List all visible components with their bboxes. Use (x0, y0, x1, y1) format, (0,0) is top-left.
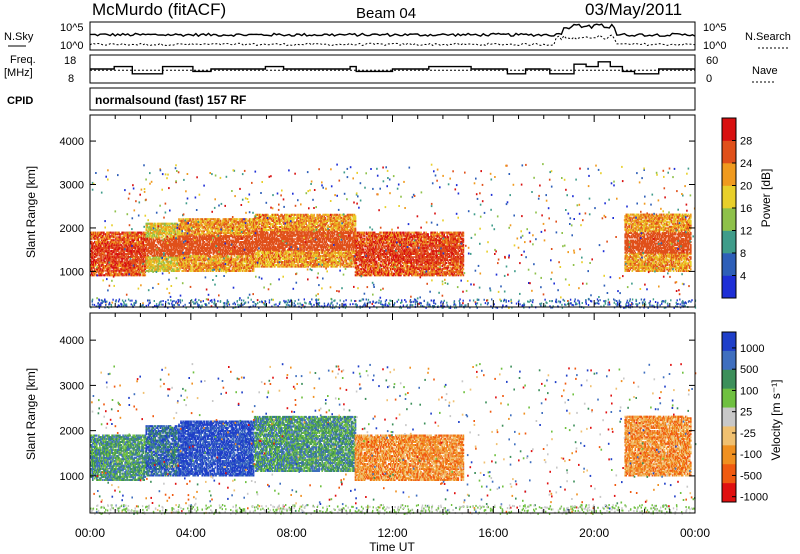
nsky-exp-bottom: 10^0 (60, 40, 84, 52)
beam-title: Beam 04 (356, 5, 416, 22)
station-title: McMurdo (fitACF) (92, 0, 226, 19)
nsearch-exp-bottom: 10^0 (703, 40, 727, 52)
power-echo-cell (155, 223, 157, 225)
power-echo-cell (107, 241, 109, 243)
date-title: 03/May/2011 (585, 0, 682, 19)
nsearch-label: N.Search (745, 31, 791, 43)
power-echo-cell (109, 235, 111, 237)
nave-label: Nave (752, 65, 778, 77)
nsearch-series (90, 35, 695, 46)
radar-summary-plot: McMurdo (fitACF) Beam 04 03/May/2011 N.S… (0, 0, 800, 554)
power-echo-layer (90, 163, 696, 309)
nave-tick-0: 0 (706, 73, 712, 85)
cpid-label: CPID (7, 95, 33, 107)
freq-tick-8: 8 (68, 73, 74, 85)
nave-tick-60: 60 (706, 55, 718, 67)
nsky-label: N.Sky (4, 31, 34, 43)
nsky-series (90, 24, 695, 36)
power-echo-cell (145, 274, 147, 276)
freq-label: Freq. (10, 54, 36, 66)
freq-tick-18: 18 (64, 55, 76, 67)
power-echo-region (146, 223, 180, 272)
power-echo-cell (159, 236, 161, 238)
nsky-exp-top: 10^5 (60, 22, 84, 34)
power-echo-cell (150, 256, 152, 258)
freq-unit: [MHz] (4, 67, 33, 79)
freq-series (90, 62, 695, 74)
power-echo-region (90, 232, 146, 277)
nsearch-exp-top: 10^5 (703, 22, 727, 34)
cpid-text: normalsound (fast) 157 RF (95, 93, 246, 107)
